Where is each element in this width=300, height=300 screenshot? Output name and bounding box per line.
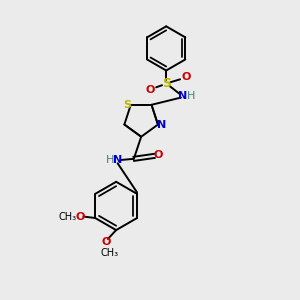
Text: O: O — [181, 72, 190, 82]
Text: N: N — [113, 155, 122, 165]
Text: S: S — [162, 77, 171, 90]
Text: CH₃: CH₃ — [100, 248, 118, 258]
Text: O: O — [76, 212, 85, 221]
Text: H: H — [106, 155, 114, 165]
Text: O: O — [101, 238, 110, 248]
Text: O: O — [154, 150, 163, 160]
Text: O: O — [146, 85, 155, 94]
Text: N: N — [178, 91, 187, 101]
Text: CH₃: CH₃ — [58, 212, 76, 221]
Text: S: S — [123, 100, 131, 110]
Text: H: H — [186, 91, 195, 101]
Text: N: N — [157, 119, 166, 130]
